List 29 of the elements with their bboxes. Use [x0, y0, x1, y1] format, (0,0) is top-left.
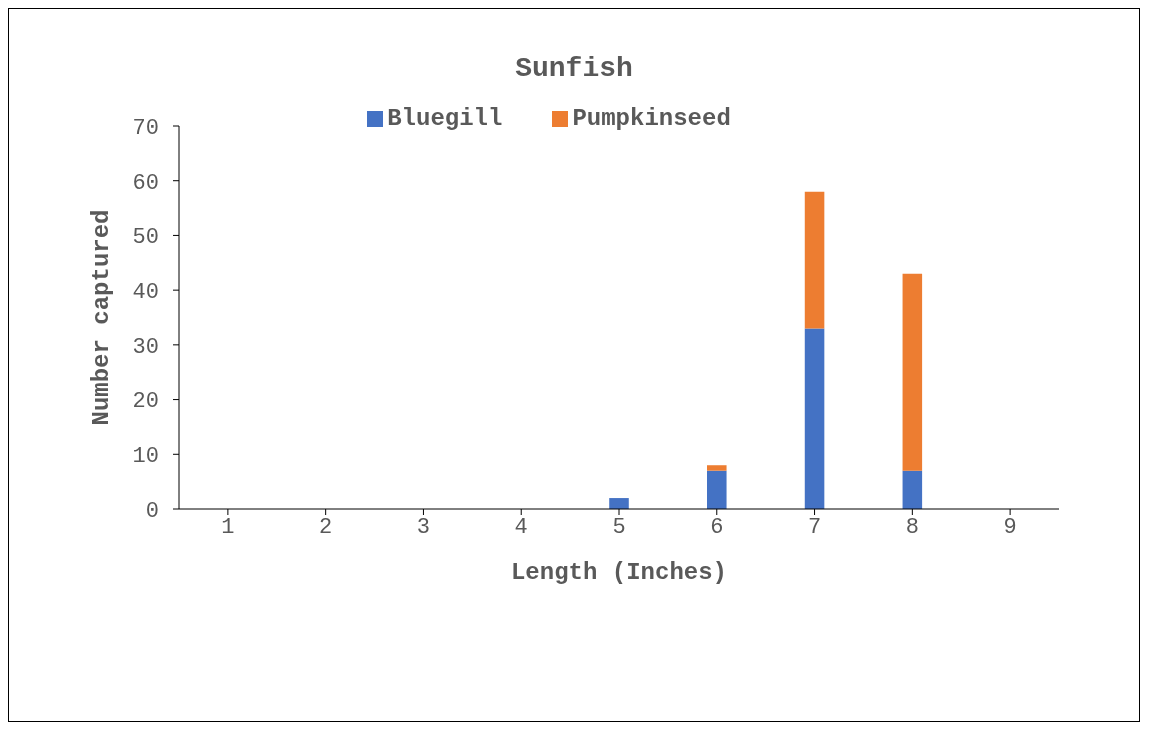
x-tick-label: 4 [514, 514, 528, 540]
y-tick-label: 50 [132, 225, 159, 251]
bar [707, 465, 727, 471]
y-tick-label: 0 [145, 498, 159, 524]
legend-label: Bluegill [387, 105, 503, 132]
x-tick-label: 6 [710, 514, 724, 540]
bar [707, 470, 727, 509]
x-tick-label: 7 [807, 514, 822, 540]
bar [804, 191, 825, 329]
bar [902, 470, 923, 509]
x-tick-label: 5 [612, 514, 626, 540]
y-tick-label: 20 [132, 389, 159, 415]
y-tick-label: 60 [132, 170, 159, 196]
chart-title: Sunfish [514, 53, 634, 84]
bar [609, 498, 629, 509]
legend-label: Pumpkinseed [572, 105, 731, 132]
bar [804, 328, 825, 509]
x-tick-label: 3 [416, 514, 431, 540]
y-tick-label: 70 [132, 115, 159, 141]
x-axis-title: Length (Inches) [510, 559, 728, 586]
x-tick-label: 8 [905, 514, 919, 540]
y-tick-label: 10 [132, 444, 159, 470]
bar [902, 273, 923, 471]
y-tick-label: 40 [132, 279, 159, 305]
x-tick-label: 1 [221, 514, 235, 540]
x-tick-label: 2 [319, 514, 333, 540]
y-axis-title: Number captured [87, 209, 115, 426]
y-tick-label: 30 [132, 334, 159, 360]
x-tick-label: 9 [1003, 514, 1017, 540]
